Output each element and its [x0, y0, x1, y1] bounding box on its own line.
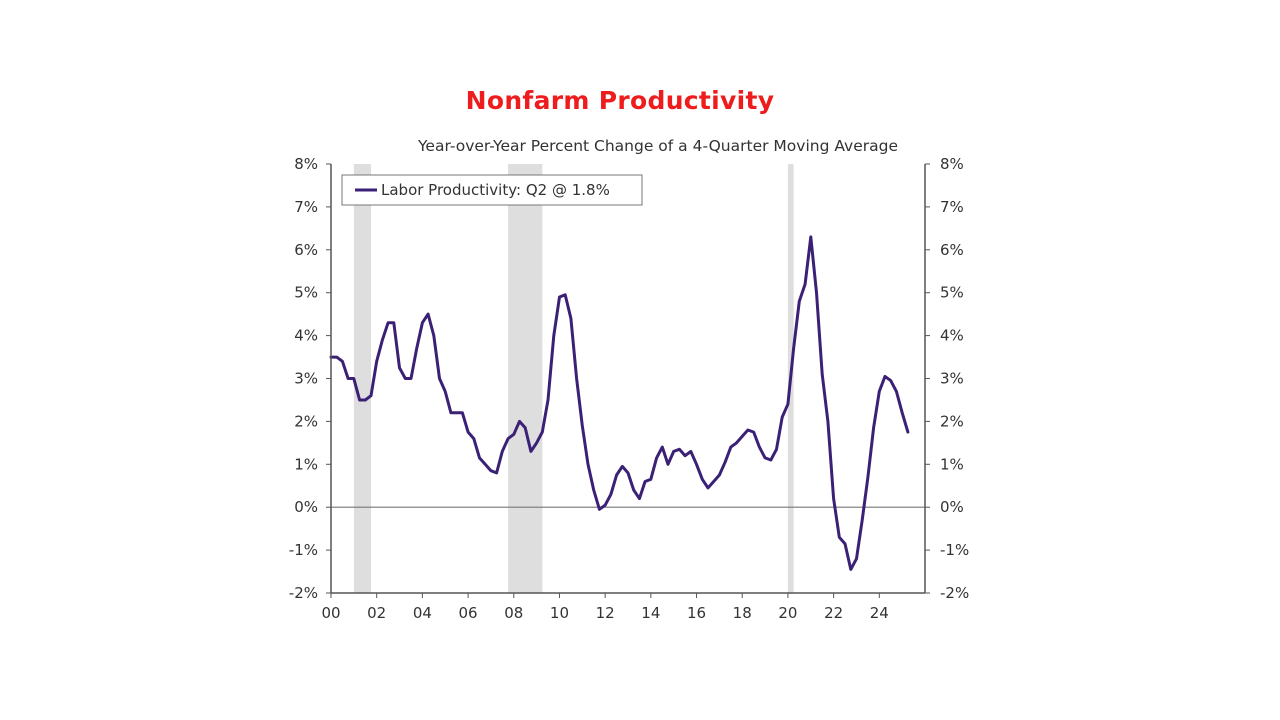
y-tick-label-left: 8%	[294, 155, 318, 173]
legend-label: Labor Productivity: Q2 @ 1.8%	[381, 181, 610, 199]
x-tick-label: 18	[733, 604, 752, 622]
x-tick-label: 04	[413, 604, 432, 622]
y-tick-label-left: 0%	[294, 498, 318, 516]
x-tick-label: 14	[641, 604, 660, 622]
y-tick-label-left: 7%	[294, 198, 318, 216]
y-tick-label-right: 1%	[940, 455, 964, 473]
chart-subtitle: Year-over-Year Percent Change of a 4-Qua…	[417, 137, 898, 155]
x-tick-label: 10	[550, 604, 569, 622]
y-tick-label-right: 5%	[940, 284, 964, 302]
legend-box	[341, 174, 643, 206]
y-tick-label-left: 1%	[294, 455, 318, 473]
axes	[330, 164, 926, 594]
x-tick-label: 06	[459, 604, 478, 622]
recession-band-1	[353, 164, 371, 593]
x-tick-label: 24	[870, 604, 889, 622]
y-tick-label-left: 3%	[294, 370, 318, 388]
y-tick-label-right: 2%	[940, 412, 964, 430]
y-tick-label-left: 5%	[294, 284, 318, 302]
y-tick-label-left: 6%	[294, 241, 318, 259]
x-tick-label: 02	[367, 604, 386, 622]
y-tick-label-left: -1%	[289, 541, 318, 559]
y-tick-label-right: 4%	[940, 327, 964, 345]
y-tick-label-right: 8%	[940, 155, 964, 173]
x-tick-label: 20	[778, 604, 797, 622]
recession-bands	[353, 164, 794, 593]
x-tick-label: 22	[824, 604, 843, 622]
tick-labels: 8% 8% 7% 7% 6% 6% 5% 5% 4% 4% 3% 3% 2% 2% 1% 1% 0% 0% -1% -…	[289, 155, 969, 622]
y-tick-label-right: -2%	[940, 584, 969, 602]
y-tick-label-left: -2%	[289, 584, 318, 602]
y-tick-label-right: -1%	[940, 541, 969, 559]
slide-title: Nonfarm Productivity	[465, 86, 775, 115]
y-tick-label-right: 7%	[940, 198, 964, 216]
x-tick-label: 12	[596, 604, 615, 622]
y-tick-label-left: 2%	[294, 412, 318, 430]
y-tick-label-right: 0%	[940, 498, 964, 516]
x-tick-label: 16	[687, 604, 706, 622]
recession-band-2	[508, 164, 543, 593]
y-tick-label-right: 3%	[940, 370, 964, 388]
series-line-labor-productivity	[329, 235, 910, 571]
x-tick-label: 00	[321, 604, 340, 622]
y-tick-label-left: 4%	[294, 327, 318, 345]
y-tick-label-right: 6%	[940, 241, 964, 259]
legend: Labor Productivity: Q2 @ 1.8%	[341, 174, 643, 206]
x-tick-label: 08	[504, 604, 523, 622]
